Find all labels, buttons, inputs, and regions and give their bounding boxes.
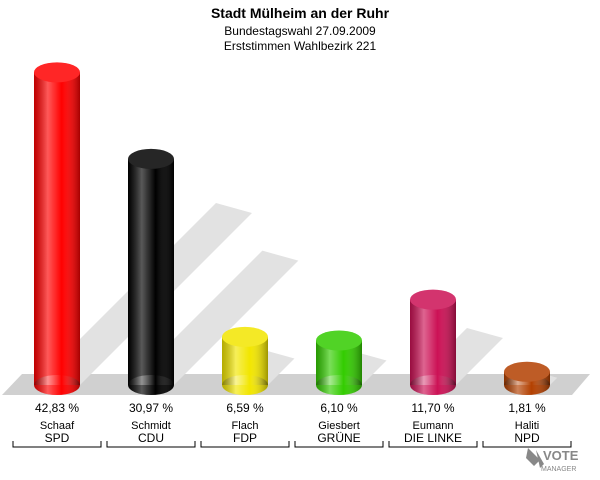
value-label: 1,81 % — [508, 401, 546, 415]
party-label: SPD — [45, 431, 70, 445]
bar-top — [410, 289, 456, 310]
chart-subtitle: Bundestagswahl 27.09.2009 — [224, 24, 376, 38]
bar-top-light — [128, 148, 174, 169]
bar-top — [222, 326, 268, 347]
bar-top-light — [504, 361, 550, 382]
bar-top — [128, 148, 174, 169]
value-label: 11,70 % — [411, 401, 454, 415]
bar-top — [34, 62, 80, 83]
bar-top-light — [34, 62, 80, 83]
party-bracket — [200, 441, 290, 448]
x-tick-label: Schaaf — [40, 420, 75, 432]
x-tick-label: Eumann — [413, 420, 454, 432]
chart-subtitle: Erststimmen Wahlbezirk 221 — [224, 39, 377, 53]
x-tick-label: Schmidt — [131, 420, 171, 432]
party-bracket — [388, 441, 478, 448]
party-bracket — [12, 441, 102, 448]
bar-top-light — [316, 330, 362, 351]
party-bracket — [482, 441, 572, 448]
bar-shade — [128, 158, 174, 385]
bar-top — [316, 330, 362, 351]
bar-top-light — [410, 289, 456, 310]
value-label: 6,59 % — [226, 401, 264, 415]
logo-icon — [526, 448, 544, 468]
logo: VOTE MANAGER — [526, 448, 579, 473]
value-label: 42,83 % — [35, 401, 79, 415]
party-bracket — [106, 441, 196, 448]
logo-text: MANAGER — [541, 466, 576, 473]
value-label: 6,10 % — [320, 401, 358, 415]
chart-title: Stadt Mülheim an der Ruhr — [211, 5, 390, 21]
party-label: DIE LINKE — [404, 431, 462, 445]
bar-shade — [410, 299, 456, 385]
x-tick-label: Haliti — [515, 420, 539, 432]
party-label: NPD — [514, 431, 540, 445]
party-label: FDP — [233, 431, 257, 445]
logo-text: VOTE — [543, 448, 579, 463]
value-label: 30,97 % — [129, 401, 173, 415]
bar-shade — [34, 72, 80, 385]
bar-top-light — [222, 326, 268, 347]
party-label: GRÜNE — [317, 431, 360, 445]
x-tick-label: Flach — [232, 420, 259, 432]
floor — [2, 374, 590, 395]
x-tick-label: Giesbert — [318, 420, 360, 432]
party-bracket — [294, 441, 384, 448]
bar-top — [504, 361, 550, 382]
party-label: CDU — [138, 431, 164, 445]
